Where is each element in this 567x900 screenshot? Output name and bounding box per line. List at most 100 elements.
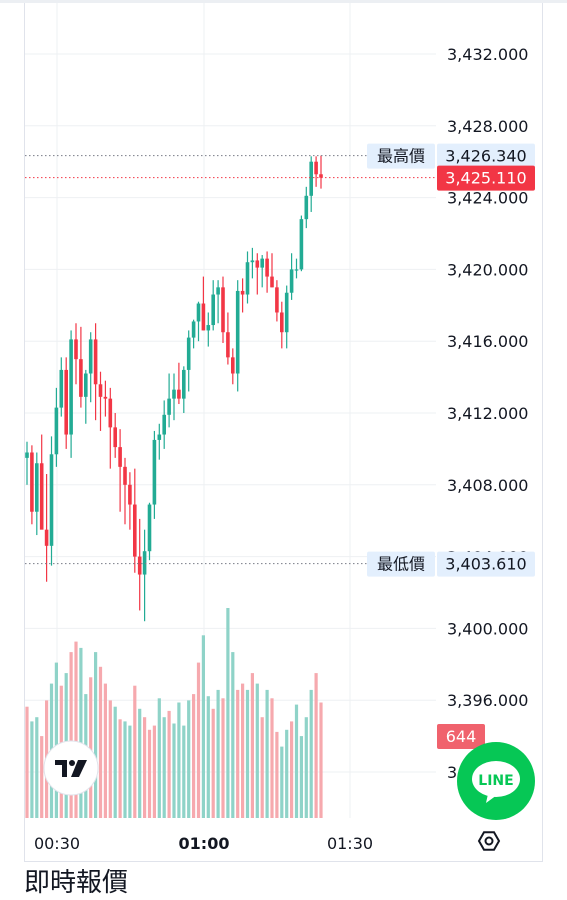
volume-bar [304,717,308,818]
candle-body [172,389,176,399]
candle-body [240,290,245,295]
tradingview-logo-mark [55,760,67,777]
line-button-label: LINE [478,773,513,789]
low-label: 最低價 [377,555,425,574]
volume-bar [25,706,29,818]
volume-bar [147,729,152,818]
candle-body [265,258,269,277]
candle-body [319,174,323,178]
candle-body [196,303,201,322]
settings-hexagon-icon[interactable] [477,831,501,851]
volume-bar [192,694,196,818]
candle-body [299,219,304,270]
tradingview-logo-dot [69,760,75,766]
candle-body [221,287,225,333]
candle-body [74,339,78,360]
last-price-badge: 3,425.110 [445,169,526,188]
volume-bar [108,700,112,818]
candle-body [39,463,44,530]
candle-body [30,452,34,512]
volume-bar [103,683,107,818]
candle-body [54,407,59,455]
candle-body [35,463,39,512]
volume-bar [177,702,181,818]
candle-body [275,287,279,313]
volume-bar [280,746,284,818]
volume-bar [309,689,313,818]
x-tick-label: 00:30 [34,834,80,853]
volume-bar [113,706,117,818]
y-tick-label: 3,412.000 [447,404,528,423]
chart-frame [24,0,543,862]
candle-body [137,556,142,575]
candle-body [314,161,318,175]
volume-bar [265,689,269,818]
candle-body [270,276,274,288]
candle-body [250,260,255,263]
candle-body [216,287,220,295]
candle-body [304,195,309,220]
volume-bar [157,698,161,818]
low-label-bg [367,551,435,577]
volume-bar [290,721,294,818]
top-divider [0,0,567,3]
candle-body [128,484,132,505]
volume-bar [123,721,127,818]
candle-body [182,369,186,399]
tradingview-logo-mark [71,760,87,777]
high-label: 最高價 [377,147,425,166]
volume-bar [270,698,274,818]
candle-body [133,504,137,557]
volume-bar [182,725,186,818]
candle-body [118,447,122,467]
high-value-badge-bg [437,143,535,169]
candle-body [177,389,181,399]
candle-body [49,454,54,546]
candle-body [98,384,103,397]
y-tick-label: 3,424.000 [447,189,528,208]
volume-bar [89,677,93,818]
candle-body [309,161,313,196]
tradingview-logo-icon[interactable] [43,740,99,796]
candle-body [69,339,73,435]
volume-bar [216,689,220,818]
x-tick-label: 01:00 [179,834,230,853]
settings-hexagon-icon-center [484,836,494,846]
low-value-badge-bg [437,551,535,577]
volume-bar [231,652,235,818]
y-tick-label: 3,420.000 [447,260,528,279]
volume-bar [275,731,279,818]
volume-bar [241,683,245,818]
volume-bar [245,689,250,818]
y-tick-label: 3,408.000 [447,476,528,495]
candle-body [157,434,162,440]
y-tick-label: 3,428.000 [447,117,528,136]
candle-body [152,439,157,505]
volume-bar [118,719,122,818]
high-label-bg [367,143,435,169]
volume-bar [152,725,156,818]
candle-body [93,339,98,385]
volume-bar [206,696,210,818]
candle-body [79,359,83,397]
volume-bar [255,683,259,818]
volume-bar [143,717,147,818]
volume-bar [314,673,318,818]
candle-body [255,260,260,268]
candle-body [113,427,117,448]
volume-bar [54,662,58,818]
candle-body [191,321,196,338]
volume-bar [74,641,78,818]
page-title: 即時報價 [24,868,129,898]
candle-body [226,332,230,358]
y-tick-label: 3,432.000 [447,45,528,64]
line-speech-bubble-tail [486,794,497,803]
candle-body [142,551,147,575]
volume-bar [319,702,323,818]
volume-bar [260,717,264,818]
candle-body [103,396,108,399]
volume-bar [128,725,132,818]
volume-bar [250,673,254,818]
volume-bar [221,698,225,818]
